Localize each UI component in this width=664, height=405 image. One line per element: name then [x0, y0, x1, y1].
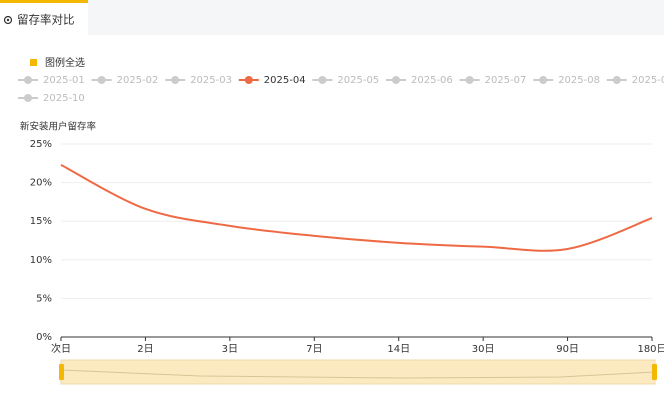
legend-item[interactable]: 2025-10: [18, 93, 85, 104]
y-axis-label: 新安装用户留存率: [20, 121, 97, 133]
legend-item[interactable]: 2025-08: [533, 75, 600, 86]
legend-dot: [392, 76, 400, 84]
legend-dot: [171, 76, 180, 84]
legend-label: 2025-08: [558, 75, 600, 86]
legend-dot: [244, 76, 253, 84]
legend-dot: [24, 94, 32, 102]
legend-label: 2025-06: [411, 75, 453, 86]
y-tick-label: 5%: [36, 293, 52, 304]
legend-item[interactable]: 2025-01: [18, 75, 85, 86]
x-tick-label: 30日: [472, 344, 495, 355]
legend-item[interactable]: 2025-05: [312, 75, 379, 86]
legend-label: 2025-04: [264, 75, 306, 86]
zoom-slider[interactable]: [60, 359, 656, 385]
x-tick-label: 7日: [306, 344, 322, 355]
tab-icon-dot: [6, 18, 10, 22]
y-tick-label: 10%: [30, 255, 52, 266]
legend-dot: [97, 76, 106, 84]
x-tick-label: 90日: [556, 344, 579, 355]
y-tick-label: 0%: [36, 332, 52, 343]
legend-item[interactable]: 2025-06: [386, 75, 453, 86]
legend-label: 2025-10: [43, 93, 85, 104]
zoom-handle[interactable]: [652, 364, 657, 380]
legend-label: 2025-09: [632, 75, 664, 86]
series-line: [60, 163, 653, 252]
y-tick-label: 15%: [30, 216, 52, 227]
y-tick-label: 25%: [30, 139, 52, 150]
zoom-handle[interactable]: [59, 364, 64, 380]
x-tick-label: 3日: [222, 344, 238, 355]
legend-dot: [612, 76, 621, 84]
legend-dot: [465, 76, 474, 84]
tab-title[interactable]: 留存率对比: [17, 13, 75, 27]
tab[interactable]: [0, 0, 88, 35]
select-all[interactable]: 图例全选: [45, 56, 85, 69]
legend-item[interactable]: 2025-09: [606, 75, 664, 86]
legend-item[interactable]: 2025-07: [459, 75, 527, 86]
tab-icon: [3, 15, 13, 25]
legend-item[interactable]: 2025-04: [238, 75, 306, 86]
x-tick-label: 14日: [387, 344, 410, 355]
x-tick-label: 180日: [637, 344, 664, 355]
x-tick-label: 次日: [51, 342, 71, 355]
legend-label: 2025-01: [43, 75, 85, 86]
legend-label: 2025-02: [117, 75, 159, 86]
legend-label: 2025-03: [190, 75, 232, 86]
legend-item[interactable]: 2025-02: [91, 75, 159, 86]
select-all-icon[interactable]: [30, 59, 37, 66]
x-tick-label: 2日: [137, 344, 153, 355]
legend-dot: [24, 76, 32, 84]
y-tick-label: 20%: [30, 178, 52, 189]
legend-label: 2025-05: [337, 75, 379, 86]
legend-label: 2025-07: [485, 75, 527, 86]
tab-bar: [0, 0, 664, 35]
tab-indicator: [0, 0, 88, 3]
legend-dot: [539, 76, 548, 84]
zoom-preview: [60, 369, 656, 379]
legend-item[interactable]: 2025-03: [165, 75, 232, 86]
legend-dot: [318, 76, 327, 84]
